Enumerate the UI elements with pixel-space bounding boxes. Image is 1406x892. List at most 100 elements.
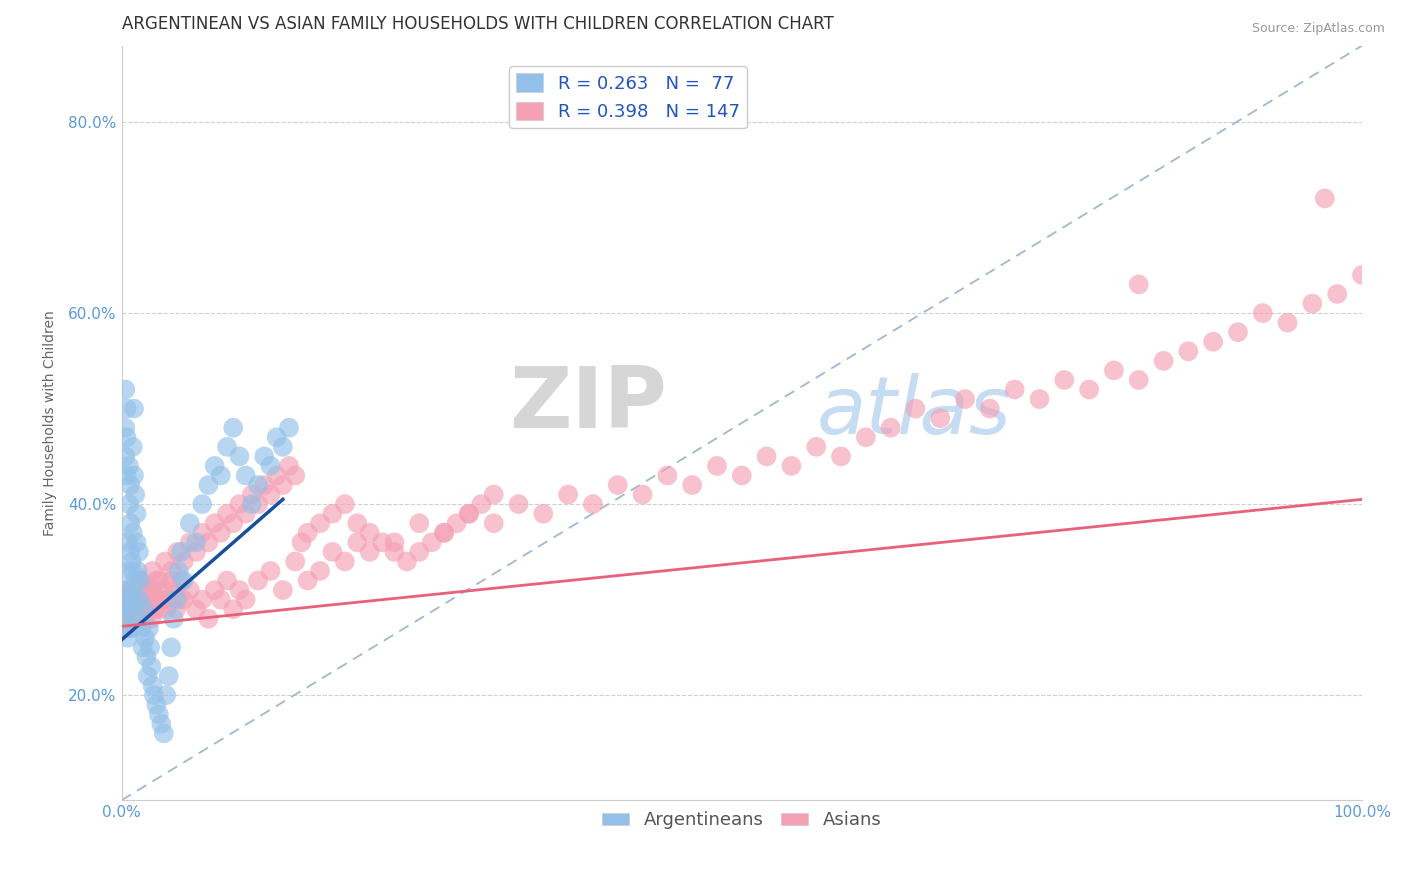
Point xyxy=(1102,363,1125,377)
Point xyxy=(127,564,149,578)
Point xyxy=(681,478,703,492)
Point xyxy=(170,574,193,588)
Point xyxy=(122,592,145,607)
Point xyxy=(259,487,281,501)
Point xyxy=(235,507,257,521)
Point xyxy=(278,458,301,473)
Point xyxy=(271,583,294,598)
Point xyxy=(124,602,146,616)
Point xyxy=(879,421,901,435)
Point xyxy=(384,535,406,549)
Point xyxy=(142,583,165,598)
Point xyxy=(142,564,165,578)
Point xyxy=(290,535,312,549)
Point xyxy=(111,602,134,616)
Point xyxy=(132,602,155,616)
Point xyxy=(112,592,135,607)
Point xyxy=(163,583,186,598)
Point xyxy=(125,583,148,598)
Point xyxy=(1004,383,1026,397)
Point xyxy=(830,450,852,464)
Point xyxy=(114,450,136,464)
Point xyxy=(163,612,186,626)
Point xyxy=(482,516,505,531)
Point xyxy=(1351,268,1374,282)
Point xyxy=(333,554,356,568)
Point xyxy=(657,468,679,483)
Point xyxy=(122,468,145,483)
Point xyxy=(148,574,170,588)
Point xyxy=(135,649,157,664)
Point xyxy=(1028,392,1050,406)
Point xyxy=(115,612,138,626)
Point xyxy=(271,478,294,492)
Point xyxy=(134,631,156,645)
Point xyxy=(321,545,343,559)
Text: ARGENTINEAN VS ASIAN FAMILY HOUSEHOLDS WITH CHILDREN CORRELATION CHART: ARGENTINEAN VS ASIAN FAMILY HOUSEHOLDS W… xyxy=(121,15,834,33)
Point xyxy=(132,592,155,607)
Point xyxy=(131,621,153,635)
Point xyxy=(346,535,368,549)
Point xyxy=(191,592,214,607)
Point xyxy=(1177,344,1199,359)
Point xyxy=(128,574,150,588)
Point xyxy=(121,583,143,598)
Point xyxy=(706,458,728,473)
Point xyxy=(167,592,190,607)
Point xyxy=(134,612,156,626)
Point xyxy=(165,592,187,607)
Point xyxy=(160,574,183,588)
Point xyxy=(148,707,170,722)
Point xyxy=(321,507,343,521)
Point xyxy=(114,421,136,435)
Point xyxy=(247,478,270,492)
Point xyxy=(253,450,276,464)
Point xyxy=(259,458,281,473)
Point xyxy=(1053,373,1076,387)
Point xyxy=(141,659,163,673)
Point xyxy=(204,583,226,598)
Point xyxy=(114,383,136,397)
Point xyxy=(395,554,418,568)
Point xyxy=(131,602,153,616)
Point xyxy=(209,468,232,483)
Point xyxy=(125,535,148,549)
Point xyxy=(482,487,505,501)
Point xyxy=(157,669,180,683)
Point xyxy=(408,516,430,531)
Point xyxy=(408,545,430,559)
Point xyxy=(508,497,530,511)
Point xyxy=(125,507,148,521)
Point xyxy=(146,592,169,607)
Point xyxy=(150,716,173,731)
Point xyxy=(1078,383,1101,397)
Point xyxy=(209,525,232,540)
Point xyxy=(143,602,166,616)
Point xyxy=(309,564,332,578)
Point xyxy=(780,458,803,473)
Point xyxy=(138,583,160,598)
Point xyxy=(115,401,138,416)
Point xyxy=(204,458,226,473)
Point xyxy=(142,679,165,693)
Point xyxy=(1313,192,1336,206)
Point xyxy=(191,525,214,540)
Point xyxy=(118,592,141,607)
Point xyxy=(141,612,163,626)
Point xyxy=(139,640,162,655)
Point xyxy=(731,468,754,483)
Point xyxy=(266,468,288,483)
Point xyxy=(173,574,195,588)
Point xyxy=(128,592,150,607)
Point xyxy=(420,535,443,549)
Point xyxy=(120,478,142,492)
Point xyxy=(1251,306,1274,320)
Point xyxy=(253,478,276,492)
Point xyxy=(115,468,138,483)
Point xyxy=(117,535,139,549)
Point xyxy=(209,592,232,607)
Point xyxy=(470,497,492,511)
Point xyxy=(121,440,143,454)
Point xyxy=(1128,373,1150,387)
Point xyxy=(170,545,193,559)
